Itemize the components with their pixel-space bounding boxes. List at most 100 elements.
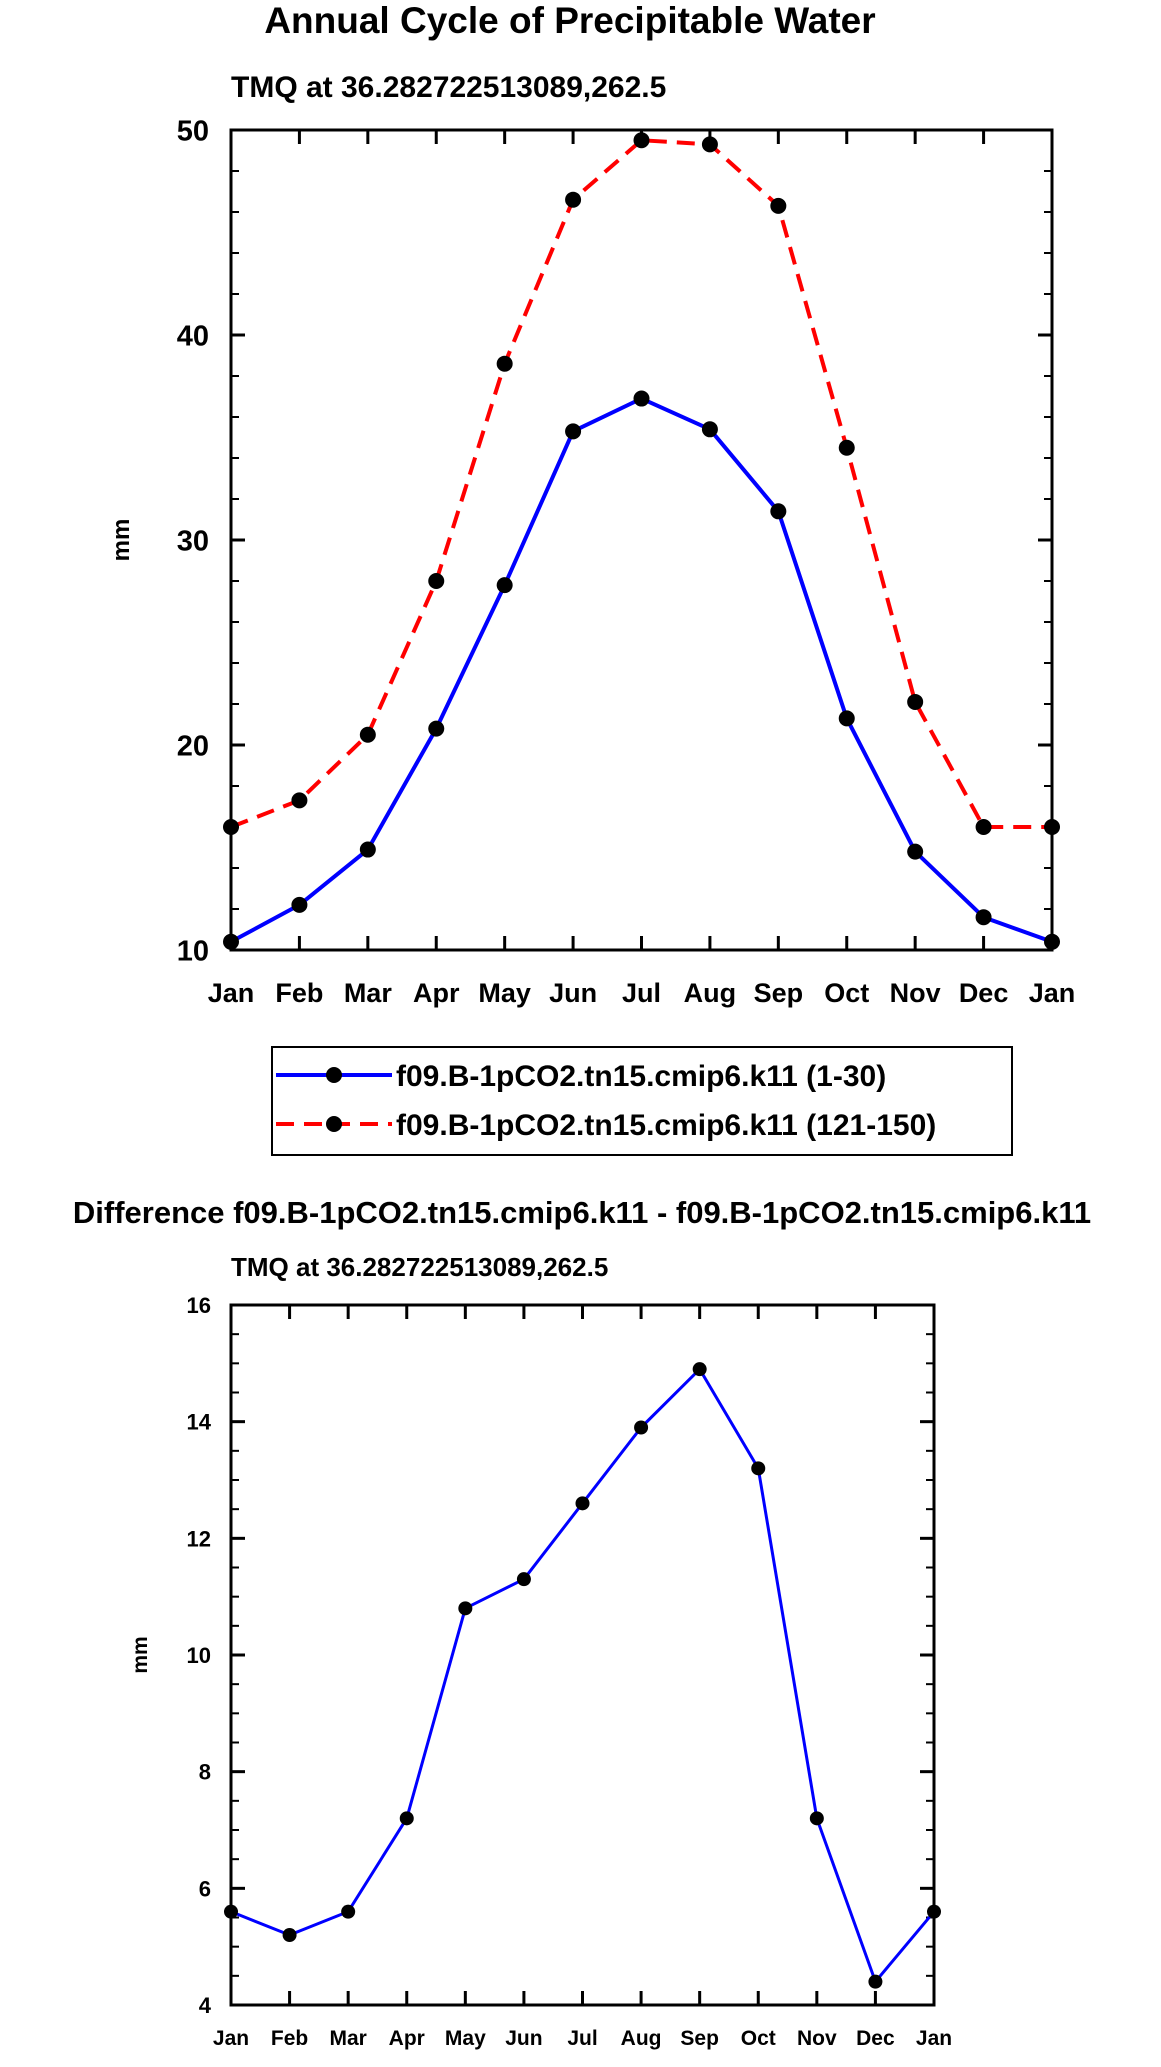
x-tick-label: May: [478, 978, 531, 1008]
legend-marker-2: [326, 1116, 342, 1132]
data-point: [868, 1974, 883, 1989]
data-point: [496, 355, 513, 372]
x-tick-label: Jul: [622, 978, 661, 1008]
x-tick-label: Jan: [213, 2027, 249, 2050]
x-tick-label: Aug: [621, 2027, 662, 2050]
x-axis: Jan Feb Mar Apr May Jun Jul Aug Sep Oct Nov Dec Jan: [213, 1305, 952, 2050]
x-tick-label: Dec: [959, 978, 1009, 1008]
y-axis: 10 20 30 40 50: [177, 115, 1052, 967]
y-tick-label: 20: [177, 730, 209, 762]
legend: f09.B-1pCO2.tn15.cmip6.k11 (1-30) f09.B-…: [271, 1046, 1013, 1156]
x-axis: Jan Feb Mar Apr May Jun Jul Aug Sep Oct Nov Dec Jan: [208, 130, 1076, 1008]
data-point: [516, 1572, 531, 1587]
y-tick-label: 50: [177, 115, 209, 147]
x-tick-label: Apr: [413, 978, 460, 1008]
data-point: [359, 726, 376, 743]
chart-subtitle: TMQ at 36.282722513089,262.5: [231, 1252, 608, 1282]
x-tick-label: Sep: [680, 2027, 719, 2050]
y-tick-label: 16: [187, 1293, 211, 1318]
data-point: [565, 191, 582, 208]
y-axis-label: mm: [129, 1636, 152, 1673]
series-layer: [224, 1362, 941, 1989]
y-tick-label: 10: [187, 1643, 211, 1668]
legend-marker-1: [326, 1067, 342, 1083]
x-tick-label: Feb: [271, 2027, 308, 2050]
x-tick-label: Jun: [549, 978, 597, 1008]
data-point: [975, 909, 992, 926]
data-point: [701, 421, 718, 438]
x-tick-label: Jul: [567, 2027, 597, 2050]
y-tick-label: 8: [199, 1760, 211, 1785]
plot-area: Jan Feb Mar Apr May Jun Jul Aug Sep Oct Nov Dec Jan …: [187, 1293, 953, 2050]
data-point: [634, 1420, 649, 1435]
y-axis: 4 6 8 10 12 14 16: [187, 1293, 934, 2018]
data-point: [907, 843, 924, 860]
data-point: [291, 792, 308, 809]
x-tick-label: Mar: [329, 2027, 366, 2050]
y-tick-label: 6: [199, 1876, 211, 1901]
data-point: [565, 423, 582, 440]
data-point: [751, 1461, 766, 1476]
plot-frame: [229, 1303, 936, 2007]
y-axis-label: mm: [108, 519, 135, 562]
legend-label-1: f09.B-1pCO2.tn15.cmip6.k11 (1-30): [396, 1060, 886, 1093]
legend-label-2: f09.B-1pCO2.tn15.cmip6.k11 (121-150): [396, 1109, 936, 1142]
x-tick-label: Jan: [1029, 978, 1076, 1008]
y-tick-label: 14: [187, 1410, 212, 1435]
series-layer: [223, 132, 1060, 950]
data-point: [282, 1928, 297, 1942]
data-point: [809, 1811, 824, 1826]
data-point: [1044, 933, 1060, 950]
x-tick-label: May: [445, 2027, 486, 2050]
y-tick-label: 12: [187, 1526, 211, 1551]
x-tick-label: Nov: [890, 978, 941, 1008]
y-tick-label: 10: [177, 935, 209, 967]
data-point: [907, 693, 924, 710]
data-point: [223, 933, 239, 950]
chart-title: Annual Cycle of Precipitable Water: [264, 0, 875, 41]
data-point: [838, 710, 855, 727]
x-tick-label: Aug: [684, 978, 736, 1008]
y-tick-label: 4: [199, 1993, 212, 2018]
data-point: [770, 503, 787, 520]
data-point: [927, 1904, 941, 1919]
y-tick-label: 40: [177, 320, 209, 352]
data-point: [341, 1904, 356, 1919]
x-tick-label: Jun: [505, 2027, 542, 2050]
data-point: [633, 390, 650, 407]
series-line-1: [230, 396, 1053, 944]
plot-frame: [229, 128, 1054, 952]
y-tick-label: 30: [177, 525, 209, 557]
data-point: [701, 136, 718, 153]
x-tick-label: Apr: [389, 2027, 425, 2050]
data-point: [575, 1496, 590, 1511]
x-tick-label: Feb: [275, 978, 323, 1008]
data-point: [399, 1811, 414, 1826]
data-point: [975, 819, 992, 835]
data-point: [224, 1904, 238, 1919]
chart-subtitle: TMQ at 36.282722513089,262.5: [231, 71, 666, 104]
data-point: [291, 896, 308, 913]
series-line-2: [230, 138, 1052, 829]
data-point: [496, 577, 513, 594]
data-point: [359, 841, 376, 858]
x-tick-label: Nov: [797, 2027, 837, 2050]
data-point: [633, 132, 650, 149]
x-tick-label: Jan: [208, 978, 255, 1008]
plot-area: Jan Feb Mar Apr May Jun Jul Aug Sep Oct Nov Dec Jan …: [177, 115, 1076, 1008]
data-point: [428, 720, 445, 737]
series-line-1: [230, 1367, 936, 1984]
data-point: [428, 573, 445, 589]
chart-title: Difference f09.B-1pCO2.tn15.cmip6.k11 - …: [73, 1195, 1091, 1230]
data-point: [223, 819, 239, 835]
difference-chart: Difference f09.B-1pCO2.tn15.cmip6.k11 - …: [73, 1195, 1091, 2050]
data-point: [458, 1601, 473, 1616]
data-point: [692, 1362, 707, 1377]
x-tick-label: Oct: [741, 2027, 776, 2050]
x-tick-label: Jan: [916, 2027, 952, 2050]
data-point: [1044, 819, 1060, 835]
x-tick-label: Dec: [856, 2027, 895, 2050]
x-tick-label: Oct: [824, 978, 869, 1008]
x-tick-label: Sep: [754, 978, 804, 1008]
